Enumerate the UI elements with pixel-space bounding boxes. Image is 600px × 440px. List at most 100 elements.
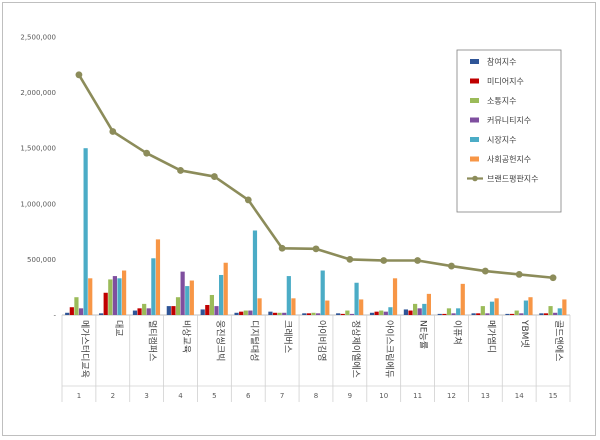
bar — [214, 306, 219, 315]
bar — [562, 299, 567, 315]
bar — [442, 313, 447, 315]
bar — [108, 279, 113, 315]
bar — [257, 298, 262, 315]
bar — [74, 297, 79, 315]
brand-index-line — [75, 71, 557, 282]
bar — [69, 307, 74, 315]
y-axis-ticks: - 500,000 1,000,000 1,500,000 2,000,000 2,500… — [20, 34, 56, 320]
category-label: NE능률 — [418, 320, 429, 349]
bar — [248, 310, 253, 315]
category-index: 14 — [515, 392, 524, 400]
bar — [553, 312, 558, 315]
bar — [223, 262, 228, 315]
bar — [65, 312, 70, 315]
bar — [137, 308, 142, 315]
bar — [528, 297, 533, 315]
bar — [180, 271, 185, 315]
category-label: 아이스크림에듀 — [384, 320, 396, 378]
category-index: 2 — [111, 392, 115, 400]
bar — [166, 306, 171, 315]
bar — [354, 282, 359, 315]
bar — [476, 313, 481, 315]
legend-label: 시장지수 — [487, 135, 516, 145]
bar — [311, 312, 316, 315]
line-point — [143, 149, 151, 157]
bar — [155, 239, 161, 315]
bar — [316, 313, 321, 315]
bar — [83, 148, 88, 315]
legend-swatch — [470, 117, 479, 123]
bar — [175, 297, 181, 315]
y-tick-label: 1,500,000 — [20, 145, 56, 153]
legend-label: 참여지수 — [487, 57, 516, 67]
line-point — [448, 262, 455, 270]
bar — [548, 306, 553, 315]
bar — [471, 313, 476, 315]
bar — [88, 278, 93, 315]
category-index: 8 — [314, 392, 318, 400]
category-index: 11 — [413, 392, 422, 400]
line-point — [481, 267, 489, 275]
bar — [523, 300, 528, 315]
category-label: 메가엠디 — [485, 320, 497, 353]
line-point — [549, 274, 557, 282]
y-tick-label: 500,000 — [27, 256, 56, 264]
bar — [417, 308, 422, 315]
bar — [514, 310, 519, 315]
bar — [539, 313, 544, 315]
category-label: 디지털대성 — [248, 320, 260, 361]
legend-label: 브랜드평판지수 — [487, 174, 539, 184]
bar — [345, 310, 350, 315]
category-labels: 메가스터디교육 1 대교 2 멀티캠퍼스 3 비상교육 4 웅진씽크빅 5 디지털대성 6 크레버스 7 아… — [61, 315, 571, 402]
bar — [519, 313, 524, 315]
category-index: 10 — [379, 392, 388, 400]
legend-label: 미디어지수 — [487, 76, 524, 86]
legend-label: 소통지수 — [487, 97, 516, 106]
bar — [103, 292, 108, 315]
line-point — [244, 196, 252, 204]
category-index: 1 — [77, 392, 81, 400]
bar — [359, 299, 364, 315]
bar — [117, 278, 122, 315]
bar — [456, 308, 461, 315]
line-point — [312, 245, 320, 253]
legend-box — [456, 49, 562, 213]
bar — [374, 311, 379, 315]
bar — [446, 308, 452, 315]
bar — [460, 283, 465, 315]
category-index: 9 — [348, 392, 352, 400]
bar — [388, 307, 393, 315]
category-label: 메가스터디교육 — [79, 320, 90, 378]
bar — [489, 301, 495, 315]
bar — [451, 313, 456, 315]
bar — [200, 309, 205, 315]
chart-frame — [2, 2, 596, 436]
category-index: 13 — [481, 392, 490, 400]
bar — [408, 310, 413, 315]
line-point — [75, 71, 83, 79]
category-label: 골드앤에스 — [553, 320, 564, 361]
bar — [122, 270, 127, 315]
bar — [485, 313, 490, 315]
bar — [437, 313, 442, 315]
bar — [142, 303, 147, 315]
bar — [510, 313, 515, 315]
line-point — [380, 257, 388, 264]
category-label: 대교 — [113, 320, 124, 337]
legend-swatch — [470, 156, 479, 162]
bar — [494, 298, 499, 315]
bar — [422, 303, 427, 315]
legend-label: 사회공헌지수 — [487, 155, 531, 164]
y-tick-label: 2,500,000 — [20, 34, 56, 42]
bar — [189, 280, 194, 315]
bar — [426, 293, 431, 315]
category-index: 6 — [246, 392, 251, 400]
bar — [219, 274, 224, 315]
category-index: 3 — [144, 392, 148, 400]
line-point — [346, 256, 354, 263]
bar — [243, 310, 248, 315]
line-point — [515, 271, 523, 278]
bar — [383, 311, 388, 315]
